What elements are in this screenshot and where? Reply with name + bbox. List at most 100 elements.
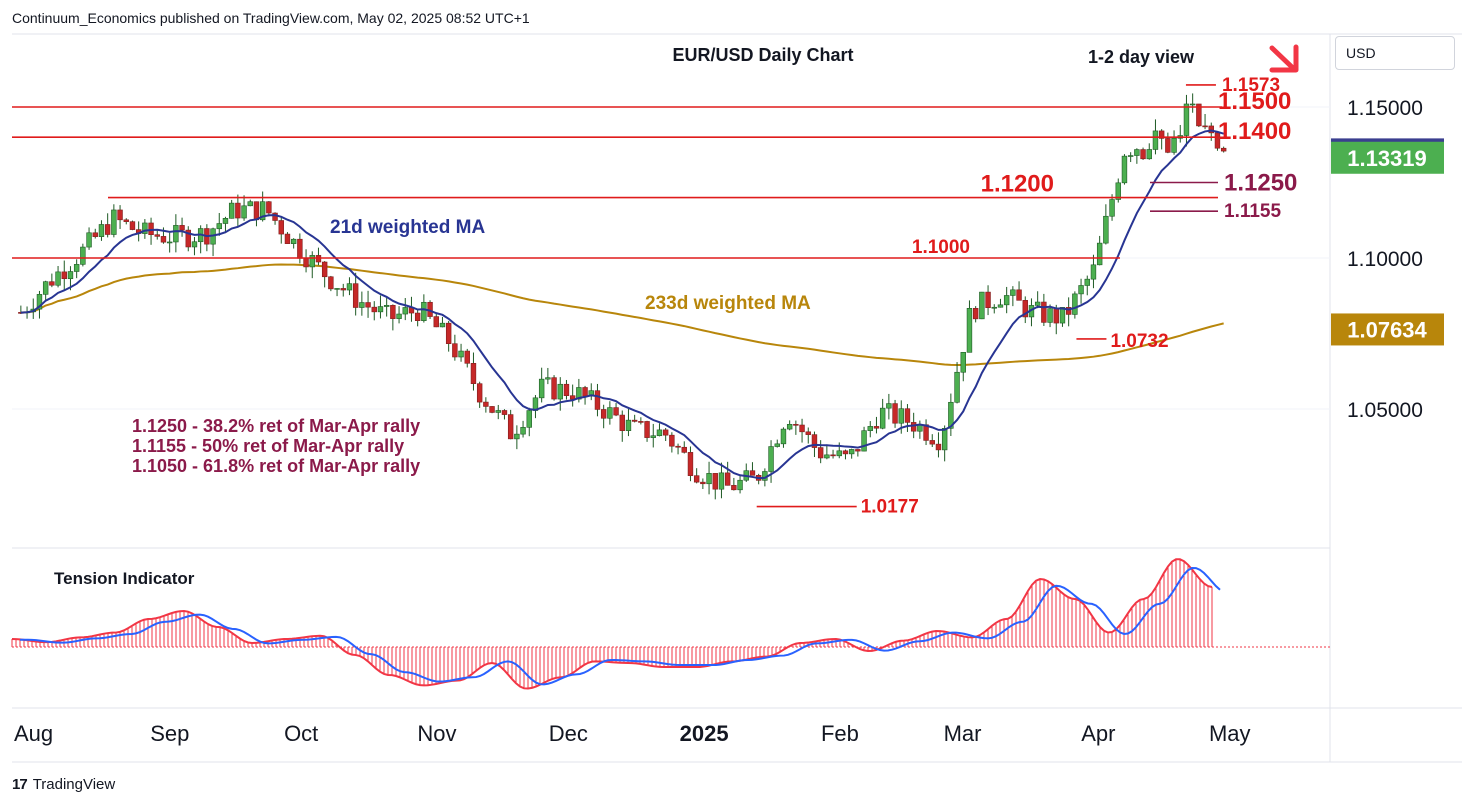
candle-body xyxy=(507,414,514,440)
level-lines-group: 1.1500 1.1400 1.1200 1.1000 1.1250 1.1155 1.15… xyxy=(12,75,1297,518)
candle-body xyxy=(495,410,501,413)
candle-body xyxy=(669,434,675,447)
x-tick-label: May xyxy=(1209,721,1251,746)
retracement-label: 1.1155 xyxy=(1224,201,1281,222)
candle-body xyxy=(1003,295,1010,306)
annotation-61-8: 1.1050 - 61.8% ret of Mar-Apr rally xyxy=(132,456,420,476)
candle-body xyxy=(904,408,911,423)
candle-body xyxy=(421,301,427,321)
candle-body xyxy=(365,302,371,308)
candle-body xyxy=(855,449,861,452)
candle-body xyxy=(700,481,706,485)
tension-signal-line xyxy=(20,567,1221,686)
candle-body xyxy=(284,233,291,244)
candle-body xyxy=(774,443,780,447)
candle-body xyxy=(557,383,563,400)
candle-body xyxy=(768,446,774,472)
candle-body xyxy=(638,421,644,423)
candle-body xyxy=(780,428,787,445)
candle-body xyxy=(1016,289,1022,301)
chart-frame xyxy=(12,33,1462,763)
candle-body xyxy=(1121,155,1128,184)
candle-body xyxy=(241,205,247,219)
candle-body xyxy=(1196,103,1202,127)
candle-body xyxy=(662,429,669,436)
candle-body xyxy=(1053,308,1059,324)
chart-subtitle: 1-2 day view xyxy=(1088,47,1195,67)
candle-body xyxy=(941,428,948,451)
x-tick-label: 2025 xyxy=(680,721,729,746)
candle-body xyxy=(297,238,303,259)
candle-body xyxy=(520,427,526,435)
tension-indicator-title: Tension Indicator xyxy=(54,569,195,588)
candle-body xyxy=(278,220,284,235)
candle-body xyxy=(569,395,576,400)
annotation-50: 1.1155 - 50% ret of Mar-Apr rally xyxy=(132,436,404,456)
candle-body xyxy=(303,258,309,268)
candle-body xyxy=(346,283,353,291)
candle-body xyxy=(731,485,737,491)
candle-body xyxy=(458,350,464,358)
y-tick-label: 1.10000 xyxy=(1347,248,1423,271)
y-tick-label: 1.15000 xyxy=(1347,97,1423,120)
candle-body xyxy=(160,236,167,243)
candle-body xyxy=(1078,285,1084,295)
candle-body xyxy=(1109,199,1115,217)
price-badge-label: 1.07634 xyxy=(1347,317,1427,342)
candle-body xyxy=(73,264,80,272)
extreme-label: 1.0177 xyxy=(861,497,919,518)
candle-body xyxy=(266,201,272,214)
candle-body xyxy=(396,313,402,319)
candle-body xyxy=(1183,103,1190,136)
candle-body xyxy=(235,202,241,219)
candle-body xyxy=(712,473,718,490)
candle-body xyxy=(619,414,625,431)
candle-body xyxy=(1084,278,1090,286)
candle-body xyxy=(526,410,532,428)
publisher-caption: Continuum_Economics published on Trading… xyxy=(12,10,530,26)
candle-body xyxy=(563,383,570,396)
candle-body xyxy=(501,410,508,415)
candle-body xyxy=(793,424,799,426)
candle-body xyxy=(681,446,687,453)
candle-body xyxy=(98,224,105,237)
candle-body xyxy=(706,473,712,485)
candle-body xyxy=(954,371,960,403)
candle-body xyxy=(371,306,377,313)
candle-body xyxy=(1202,125,1208,128)
candle-body xyxy=(991,306,997,309)
candle-body xyxy=(129,221,136,230)
candle-body xyxy=(154,234,160,237)
candle-body xyxy=(272,212,278,221)
candle-body xyxy=(1010,289,1016,296)
candle-body xyxy=(476,383,483,403)
ma21-legend-label: 21d weighted MA xyxy=(330,217,485,238)
candle-body xyxy=(328,276,334,290)
currency-selector-button[interactable]: USD xyxy=(1335,36,1455,70)
candle-body xyxy=(414,312,421,321)
candle-body xyxy=(340,288,346,291)
candle-body xyxy=(67,271,74,280)
candle-body xyxy=(49,281,55,286)
ma21-line xyxy=(20,129,1224,480)
extreme-label: 1.1573 xyxy=(1222,75,1280,96)
x-tick-label: Nov xyxy=(417,721,456,746)
candle-body xyxy=(514,433,520,440)
candle-body xyxy=(799,424,805,433)
candle-body xyxy=(613,407,619,416)
chart-title: EUR/USD Daily Chart xyxy=(672,45,853,65)
candle-body xyxy=(979,291,985,320)
candle-body xyxy=(848,449,855,455)
candle-body xyxy=(997,304,1004,308)
candle-body xyxy=(117,209,123,221)
candle-body xyxy=(538,378,545,399)
candle-body xyxy=(718,472,725,490)
candle-body xyxy=(309,255,315,268)
y-tick-label: 1.05000 xyxy=(1347,399,1423,422)
candle-body xyxy=(61,271,67,280)
candle-body xyxy=(1220,147,1227,152)
candle-body xyxy=(111,209,117,235)
candle-body xyxy=(377,306,384,313)
